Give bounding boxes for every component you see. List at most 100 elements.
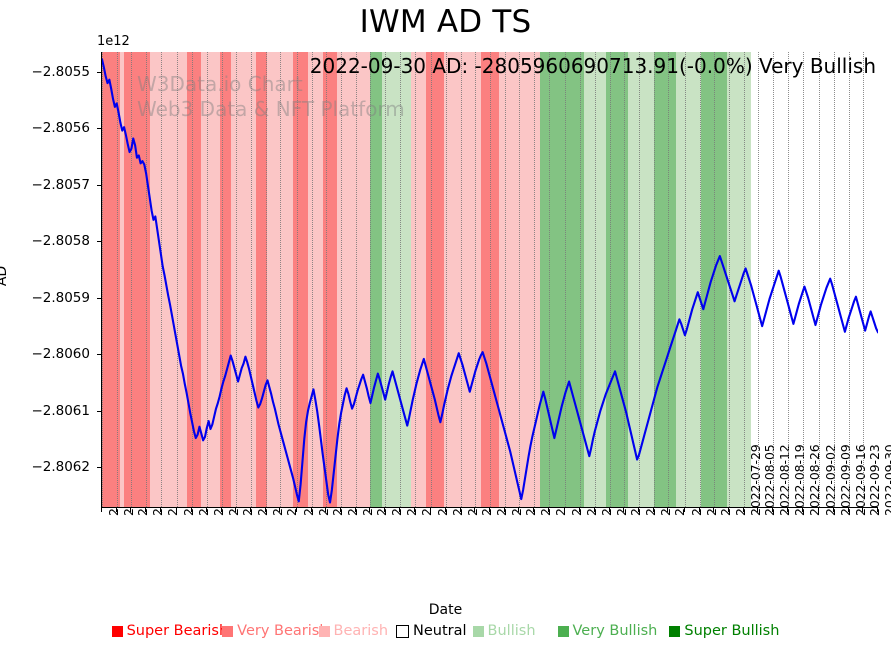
x-tick-mark [264, 508, 266, 512]
gridline-vertical [863, 52, 865, 507]
legend-label: Very Bullish [572, 623, 658, 639]
x-tick-mark [503, 508, 505, 512]
regime-band [499, 52, 518, 507]
gridline-vertical [773, 52, 775, 507]
y-axis-tick-labels: −2.8055 −2.8056 −2.8057 −2.8058 −2.8059 −2.80… [0, 52, 90, 507]
y-tick-label: −2.8056 [31, 120, 90, 137]
gridline-vertical [131, 52, 133, 507]
regime-band [175, 52, 187, 507]
gridline-vertical [743, 52, 745, 507]
x-tick-mark [786, 508, 788, 512]
x-tick-mark [340, 508, 342, 512]
gridline-vertical [565, 52, 567, 507]
gridline-vertical [684, 52, 686, 507]
x-tick-mark [191, 508, 193, 512]
legend-swatch [557, 625, 569, 637]
gridline-vertical [787, 52, 789, 507]
gridline-vertical [355, 52, 357, 507]
grid-layer [102, 52, 878, 507]
y-tick-label: −2.8060 [31, 346, 90, 363]
x-tick-mark [801, 508, 803, 512]
x-tick-mark [683, 508, 685, 512]
regime-band [396, 52, 411, 507]
regime-band [675, 52, 702, 507]
x-tick-mark [579, 508, 581, 512]
regime-band [256, 52, 268, 507]
legend-item[interactable]: Very Bullish [557, 623, 658, 639]
y-tick-mark [97, 184, 101, 186]
x-tick-mark [130, 508, 132, 512]
regime-band [219, 52, 231, 507]
x-tick-mark [249, 508, 251, 512]
gridline-vertical [802, 52, 804, 507]
x-tick-mark [369, 508, 371, 512]
gridline-vertical [699, 52, 701, 507]
regime-band [267, 52, 279, 507]
legend-item[interactable]: Neutral [396, 623, 467, 639]
legend-label: Bearish [333, 623, 389, 639]
gridline-vertical [624, 52, 626, 507]
x-tick-mark [818, 508, 820, 512]
gridline-vertical [848, 52, 850, 507]
regime-band [727, 52, 752, 507]
x-tick-mark [667, 508, 669, 512]
x-tick-mark [593, 508, 595, 512]
x-tick-mark [847, 508, 849, 512]
gridline-vertical [638, 52, 640, 507]
regime-band [124, 52, 150, 507]
x-tick-mark [862, 508, 864, 512]
x-tick-mark [652, 508, 654, 512]
gridline-vertical [221, 52, 223, 507]
gridline-vertical [177, 52, 179, 507]
gridline-vertical [414, 52, 416, 507]
y-tick-label: −2.8057 [31, 176, 90, 193]
legend-item[interactable]: Bearish [318, 623, 389, 639]
regime-band [444, 52, 463, 507]
x-tick-mark [220, 508, 222, 512]
y-tick-mark [97, 354, 101, 356]
x-tick-mark [101, 508, 102, 512]
gridline-vertical [653, 52, 655, 507]
gridline-vertical [280, 52, 282, 507]
legend-item[interactable]: Very Bearish [222, 623, 329, 639]
gridline-vertical [714, 52, 716, 507]
x-tick-mark [176, 508, 178, 512]
y-tick-mark [97, 467, 101, 469]
gridline-vertical [668, 52, 670, 507]
x-tick-label: 2022-09-30 [882, 444, 891, 516]
gridline-vertical [399, 52, 401, 507]
gridline-vertical [192, 52, 194, 507]
legend-label: Bullish [487, 623, 536, 639]
gridline-vertical [729, 52, 731, 507]
legend-item[interactable]: Bullish [472, 623, 536, 639]
x-axis-title: Date [428, 602, 463, 618]
x-tick-mark [295, 508, 297, 512]
y-tick-mark [97, 71, 101, 73]
series-line-ad [102, 58, 878, 504]
legend-swatch [111, 625, 123, 637]
regime-band [149, 52, 159, 507]
legend-item[interactable]: Super Bearish [111, 623, 228, 639]
gridline-vertical [116, 52, 118, 507]
gridline-vertical [385, 52, 387, 507]
regime-band [425, 52, 444, 507]
y-tick-label: −2.8062 [31, 459, 90, 476]
x-tick-mark [608, 508, 610, 512]
gridline-vertical [160, 52, 162, 507]
gridline-vertical [819, 52, 821, 507]
x-tick-mark [832, 508, 834, 512]
gridline-vertical [206, 52, 208, 507]
gridline-vertical [609, 52, 611, 507]
page-title: IWM AD TS [359, 4, 532, 40]
y-tick-label: −2.8059 [31, 289, 90, 306]
x-tick-mark [637, 508, 639, 512]
regime-band [168, 52, 176, 507]
legend-item[interactable]: Super Bullish [669, 623, 779, 639]
x-tick-mark [310, 508, 312, 512]
regime-band [561, 52, 584, 507]
x-tick-mark [444, 508, 446, 512]
legend: Super Bearish Very Bearish Bearish Neutral B… [0, 619, 891, 643]
gridline-vertical [758, 52, 760, 507]
y-tick-mark [97, 410, 101, 412]
